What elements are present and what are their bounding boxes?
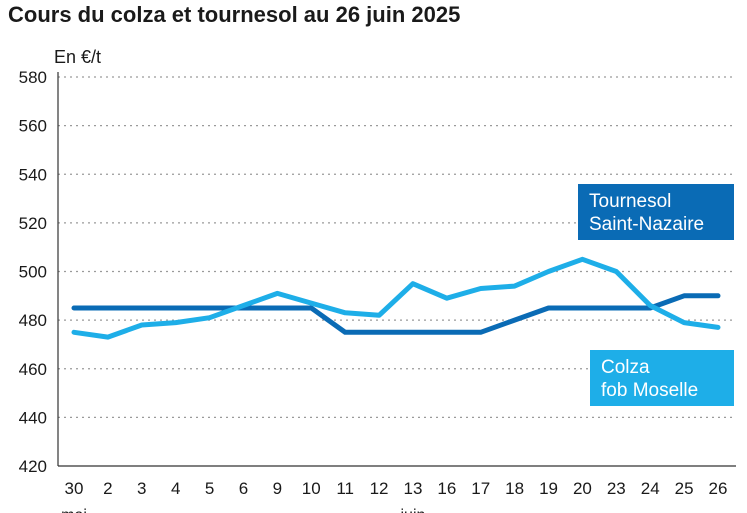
x-tick-label: 5 bbox=[205, 479, 214, 498]
x-tick-label: 19 bbox=[539, 479, 558, 498]
y-tick-label: 500 bbox=[19, 263, 47, 282]
legend-colza-box bbox=[590, 350, 734, 406]
x-tick-label: 24 bbox=[641, 479, 660, 498]
month-label: mai bbox=[61, 507, 87, 513]
y-tick-labels: 420 440 460 480 500 520 540 560 580 bbox=[19, 68, 47, 476]
x-tick-label: 17 bbox=[471, 479, 490, 498]
y-tick-label: 440 bbox=[19, 408, 47, 427]
x-tick-label: 3 bbox=[137, 479, 146, 498]
series-line-tournesol bbox=[71, 293, 721, 335]
month-label: juin bbox=[399, 507, 425, 513]
y-tick-label: 560 bbox=[19, 117, 47, 136]
month-labels: mai juin bbox=[61, 507, 425, 513]
legend-tournesol-box bbox=[578, 184, 734, 240]
legend-tournesol: Tournesol Saint-Nazaire bbox=[578, 184, 734, 240]
y-tick-label: 480 bbox=[19, 311, 47, 330]
x-tick-label: 12 bbox=[370, 479, 389, 498]
x-tick-label: 10 bbox=[302, 479, 321, 498]
chart-title: Cours du colza et tournesol au 26 juin 2… bbox=[8, 2, 460, 27]
y-axis-unit: En €/t bbox=[54, 47, 101, 67]
series-line-colza bbox=[71, 256, 721, 340]
legend-colza-line1: Colza bbox=[601, 357, 650, 378]
x-tick-label: 20 bbox=[573, 479, 592, 498]
x-tick-label: 26 bbox=[709, 479, 728, 498]
x-tick-label: 23 bbox=[607, 479, 626, 498]
legend-colza: Colza fob Moselle bbox=[590, 350, 734, 406]
series-lines bbox=[71, 256, 721, 340]
x-tick-label: 11 bbox=[336, 479, 354, 498]
y-tick-label: 580 bbox=[19, 68, 47, 87]
x-tick-label: 16 bbox=[437, 479, 456, 498]
x-tick-label: 4 bbox=[171, 479, 180, 498]
x-tick-labels: 30 2 3 4 5 6 9 10 11 12 13 16 17 18 19 20 23 24 25 26 bbox=[65, 479, 728, 498]
y-tick-label: 420 bbox=[19, 457, 47, 476]
legend-tournesol-line1: Tournesol bbox=[589, 191, 671, 212]
x-tick-label: 2 bbox=[103, 479, 112, 498]
x-tick-label: 6 bbox=[239, 479, 248, 498]
y-tick-label: 540 bbox=[19, 165, 47, 184]
legend-colza-line2: fob Moselle bbox=[601, 380, 698, 401]
x-tick-label: 25 bbox=[675, 479, 694, 498]
y-tick-label: 520 bbox=[19, 214, 47, 233]
x-tick-label: 13 bbox=[403, 479, 422, 498]
x-tick-label: 9 bbox=[273, 479, 282, 498]
x-tick-label: 30 bbox=[65, 479, 84, 498]
legend-tournesol-line2: Saint-Nazaire bbox=[589, 214, 704, 235]
x-tick-label: 18 bbox=[505, 479, 524, 498]
y-tick-label: 460 bbox=[19, 360, 47, 379]
